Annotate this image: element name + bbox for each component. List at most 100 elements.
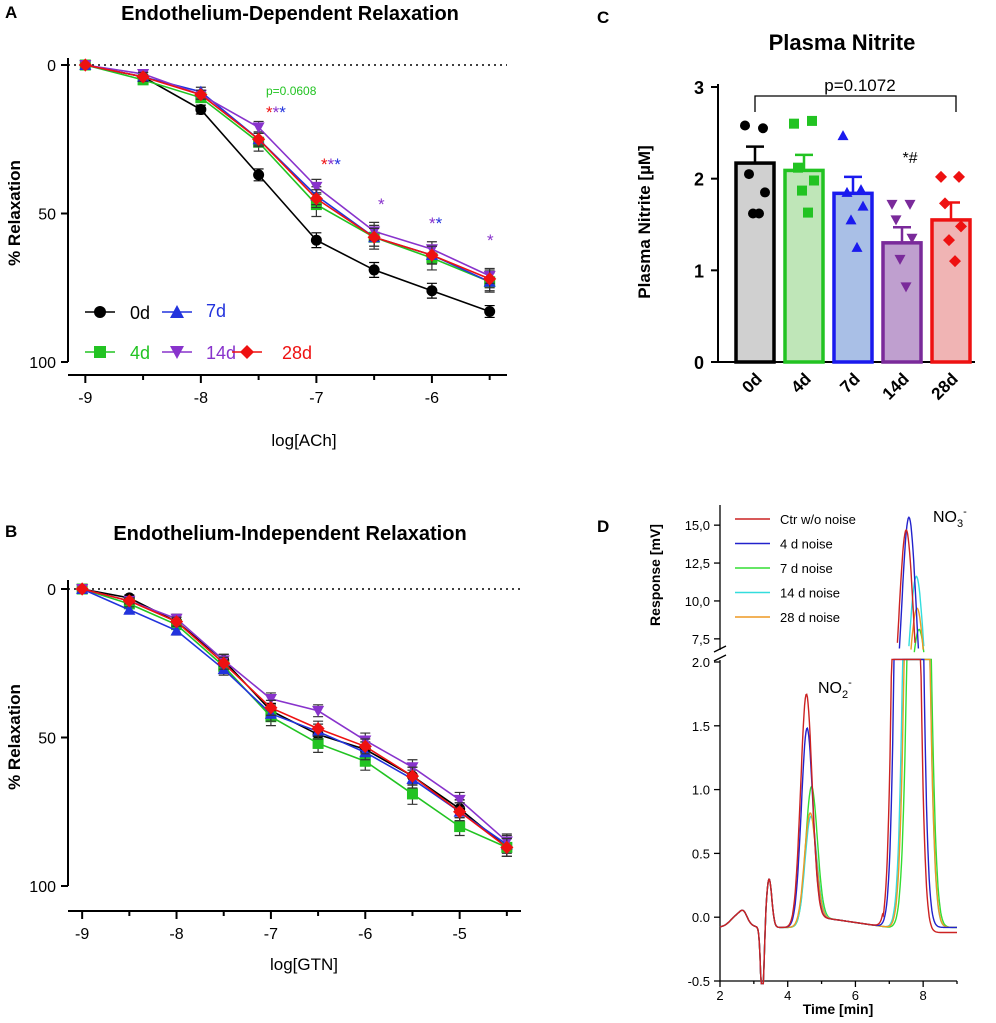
data-point-28d [939,197,951,210]
panel-b-point-4d [454,821,466,833]
panel-a-point-0d [426,285,438,297]
legend-label-28d: 28d [282,343,312,363]
panel-label-b: B [5,522,17,541]
errorbar-0d [746,145,764,164]
panel-c-title: Plasma Nitrite [769,30,916,55]
data-point-4d [797,185,807,196]
panel-a-series-28d [78,58,497,289]
panel-b-ylabel: % Relaxation [5,684,24,790]
panel-a-point-14d [310,181,323,193]
panel-c-x-tick-label: 14d [879,369,913,403]
data-point-7d [855,184,867,195]
panel-a-legend: 0d 7d 4d 14d 28d [85,301,312,363]
panel-b-point-14d [312,705,325,717]
annotation-stars-a5: * [487,231,494,250]
panel-d-x-tick-label: 6 [852,988,859,1003]
data-point-28d [955,220,967,233]
annotation-p-value-c: p=0.1072 [824,76,895,95]
bar-4d [783,168,825,364]
panel-a-ylabel: % Relaxation [5,160,24,266]
data-point-14d [906,233,918,244]
annotation-stars-a4: ** [429,214,443,233]
annotation-stars-a3: * [378,195,385,214]
trace-upper-4 d noise [898,516,920,649]
data-point-14d [894,254,906,265]
panel-c-x-tick-label: 4d [787,369,814,396]
data-point-0d [754,208,764,219]
legend-marker-14d [170,346,184,359]
trace-Ctr w/o noise [719,528,957,985]
annotation-p-value-a: p=0.0608 [266,84,317,98]
panel-b-point-14d [264,693,277,705]
panel-d-x-tick-label: 4 [784,988,791,1003]
data-point-14d [900,282,912,293]
panel-a-x-tick-label: -6 [425,390,439,407]
panel-a-y-tick-label: 0 [47,58,56,75]
panel-c-x-tick-label: 7d [836,369,863,396]
panel-b-point-28d [264,701,278,715]
panel-c-ylabel: Plasma Nitrite [µM] [635,145,654,298]
errorbar-4d [795,153,813,171]
panel-a-x-tick-label: -7 [309,390,323,407]
panel-a-point-28d [367,230,381,244]
panel-d-y-tick-label: 7,5 [692,632,710,647]
panel-c: C Plasma Nitrite Plasma Nitrite [µM] 0 1 2… [597,8,975,404]
panel-b-line-7d [81,588,508,846]
panel-b-y-tick-label: 0 [47,582,56,599]
panel-b-point-28d [75,582,89,596]
panel-b-point-28d [217,656,231,670]
panel-d-y-tick-label: 0.0 [692,910,710,925]
panel-b-series-4d [76,583,513,857]
legend-marker-4d [94,346,106,358]
panel-b-x-tick-label: -5 [453,926,467,943]
data-point-7d [857,200,869,211]
panel-d-y-tick-label: 2.0 [692,655,710,670]
panel-a-point-28d [425,248,439,262]
data-point-4d [789,118,799,129]
panel-b-x-tick-label: -9 [75,926,89,943]
errorbar-14d [893,226,911,243]
legend-label-14d: 14d [206,343,236,363]
data-point-0d [740,120,750,131]
panel-c-y-tick-label: 1 [694,261,704,281]
panel-b-point-14d [453,794,466,806]
bar-group-14d [881,199,923,364]
panel-a-line-28d [85,64,490,280]
data-point-28d [949,255,961,268]
bar-group-7d [832,130,874,364]
panel-d-xlabel: Time [min] [803,1001,874,1017]
bar-7d [832,191,874,364]
panel-d-x-tick-label: 2 [716,988,723,1003]
panel-b-line-28d [81,588,508,849]
panel-b-line-4d [81,588,508,849]
data-point-28d [935,170,947,183]
panel-d-y-tick-label: 0.5 [692,846,710,861]
trace-lower-Ctr w/o noise [719,658,957,985]
panel-a-xlabel: log[ACh] [271,431,336,450]
panel-a-point-28d [252,132,266,146]
panel-b-x-tick-label: -7 [264,926,278,943]
data-point-28d [943,234,955,247]
data-point-7d [845,214,857,225]
panel-b-point-28d [169,615,184,629]
panel-a-point-28d [78,58,92,72]
panel-a-series-0d [79,59,496,319]
panel-label-c: C [597,8,609,27]
panel-b-xlabel: log[GTN] [270,955,338,974]
legend-label-14 d noise: 14 d noise [780,586,840,601]
panel-d-ylabel: Response [mV] [647,524,663,626]
panel-d: D Response [mV] Time [min] -0.5 0.0 0.5 1.0… [597,505,967,1017]
panel-d-x-tick-label: 8 [920,988,927,1003]
errorbar-7d [844,175,862,194]
bar-group-28d [930,170,972,364]
panel-a-y-tick-label: 50 [38,207,56,224]
legend-label-7 d noise: 7 d noise [780,561,833,576]
panel-c-x-tick-label: 28d [928,369,962,403]
bar-group-0d [734,120,776,364]
annotation-stars-a2: *** [321,155,341,174]
panel-a-point-28d [483,272,497,286]
panel-b-point-7d [123,603,136,615]
trace-upper-14 d noise [908,575,925,647]
data-point-4d [809,175,819,186]
